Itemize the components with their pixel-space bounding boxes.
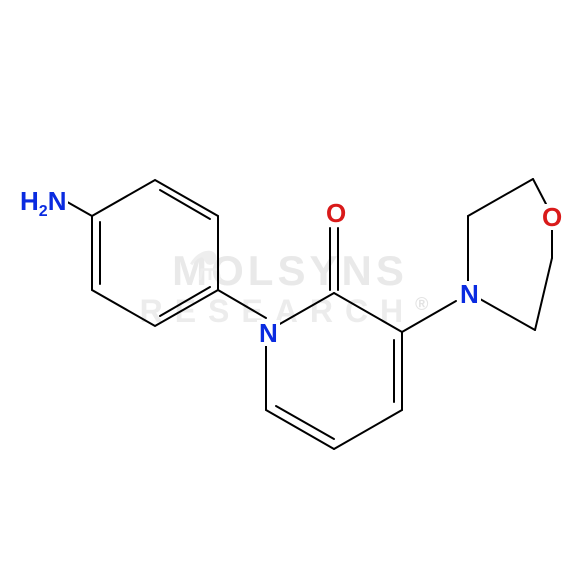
structure-canvas: ⚗ MOLSYNS RESEARCH® (0, 0, 580, 580)
atom-n1: N (257, 320, 280, 346)
atom-nh2: H2N (18, 188, 68, 220)
molecule-svg (0, 0, 580, 580)
atom-o-morpholine: O (540, 204, 564, 230)
atom-o-carbonyl: O (324, 200, 348, 226)
atom-n2: N (458, 281, 481, 307)
